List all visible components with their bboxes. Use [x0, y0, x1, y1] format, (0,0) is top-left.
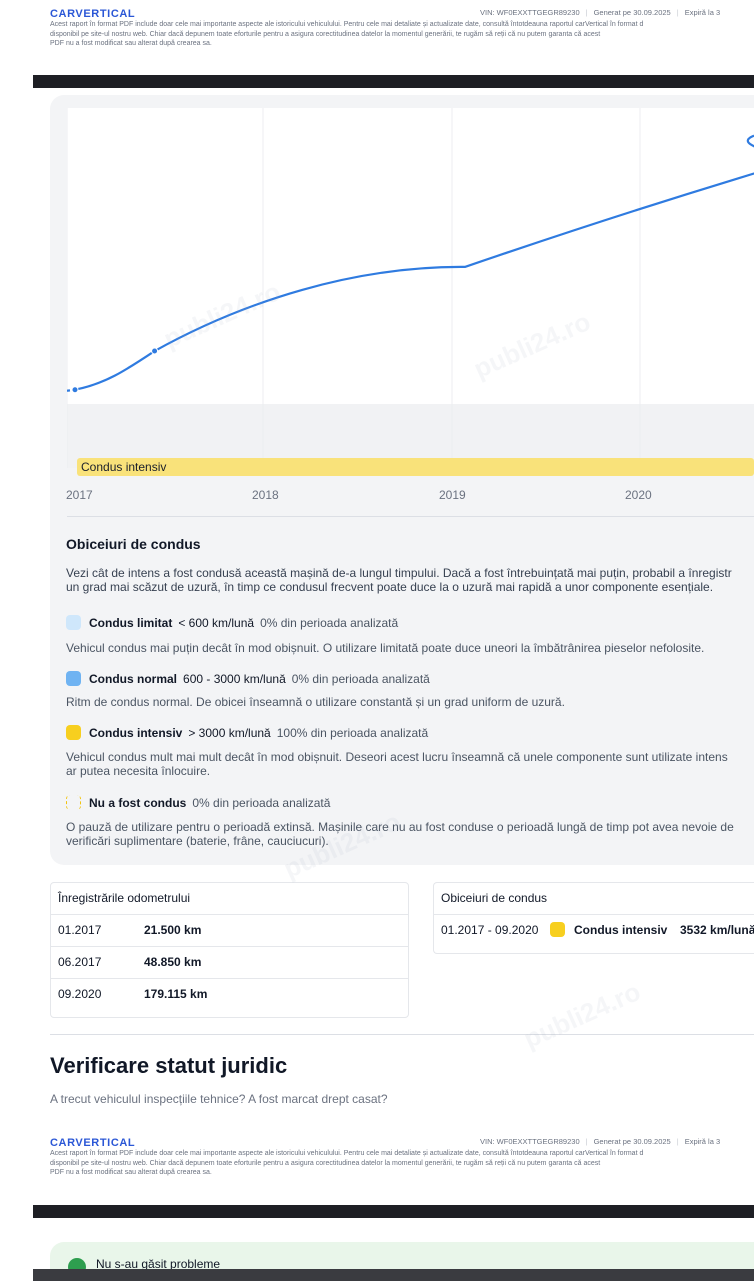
carvertical-logo: CARVERTICAL [50, 1137, 136, 1149]
not-driven-swatch [66, 795, 81, 810]
page-divider-bar [33, 1205, 754, 1218]
odometer-date: 01.2017 [58, 923, 102, 937]
habit-limited-desc: Vehicul condus mai puțin decât în mod ob… [66, 641, 754, 655]
normal-swatch [66, 671, 81, 686]
disclaimer-line-3: PDF nu a fost modificat sau alterat după… [50, 1169, 212, 1176]
desc-line-1: Vehicul condus mai puțin decât în mod ob… [66, 641, 705, 655]
disclaimer-line-1: Acest raport în format PDF include doar … [50, 1150, 644, 1157]
desc-line-2: verificări suplimentare (baterie, frâne,… [66, 834, 329, 848]
intensive-driving-band: Condus intensiv [77, 458, 754, 476]
mileage-line [74, 134, 754, 391]
desc-line-1: O pauză de utilizare pentru o perioadă e… [66, 820, 734, 834]
generated-date: Generat pe 30.09.2025 [593, 1137, 671, 1146]
habits-period: 01.2017 - 09.2020 [441, 923, 539, 937]
year-label-2020: 2020 [625, 488, 652, 502]
odometer-km: 179.115 km [144, 987, 208, 1001]
habit-intensive-desc: Vehicul condus mult mai mult decât în mo… [66, 750, 754, 778]
habits-table-title: Obiceiuri de condus [441, 891, 548, 905]
odometer-date: 09.2020 [58, 987, 102, 1001]
driving-habits-title: Obiceiuri de condus [66, 536, 201, 552]
odometer-row-divider [50, 978, 409, 979]
no-issues-text: Nu s-au găsit probleme [96, 1257, 221, 1271]
habit-not-driven-desc: O pauză de utilizare pentru o perioadă e… [66, 820, 754, 848]
intensive-band-label: Condus intensiv [81, 460, 167, 474]
habit-name: Condus intensiv [89, 725, 183, 740]
section-divider [67, 516, 754, 517]
habit-percent: 0% din perioada analizată [192, 795, 331, 810]
vin-text: VIN: WF0EXXTTGEGR89230 [480, 1137, 580, 1146]
habit-name: Condus limitat [89, 615, 173, 630]
desc-line-1: Ritm de condus normal. De obicei înseamn… [66, 695, 565, 709]
expiry-date: Expiră la 3 [684, 8, 721, 17]
expiry-date: Expiră la 3 [684, 1137, 721, 1146]
habit-range: 600 - 3000 km/lună [183, 671, 286, 686]
odometer-table [50, 882, 409, 1018]
page-divider-bar [33, 75, 754, 88]
section-divider-2 [50, 1034, 754, 1035]
legal-status-subtitle: A trecut vehiculul inspecțiile tehnice? … [50, 1092, 388, 1106]
pdf-header-top: CARVERTICAL VIN: WF0EXXTTGEGR89230 | Gener… [0, 8, 754, 49]
limited-swatch [66, 615, 81, 630]
habit-intensive: Condus intensiv > 3000 km/lună 100% din … [66, 725, 428, 740]
habit-range: < 600 km/lună [178, 615, 255, 630]
watermark: publi24.ro [519, 976, 645, 1055]
mileage-chart-svg [67, 108, 754, 468]
mileage-chart [67, 108, 754, 468]
intro-line-2: un grad mai scăzut de uzură, în timp ce … [66, 580, 714, 594]
habit-limited: Condus limitat < 600 km/lună 0% din peri… [66, 615, 398, 630]
habit-normal: Condus normal 600 - 3000 km/lună 0% din … [66, 671, 430, 686]
legal-status-title: Verificare statut juridic [50, 1053, 288, 1078]
intro-line-1: Vezi cât de intens a fost condusă aceast… [66, 566, 732, 580]
odometer-km: 21.500 km [144, 923, 202, 937]
habit-name: Nu a fost condus [89, 795, 187, 810]
carvertical-logo: CARVERTICAL [50, 8, 136, 20]
odometer-table-title: Înregistrările odometrului [58, 891, 191, 905]
year-label-2017: 2017 [66, 488, 93, 502]
pdf-header-bottom: CARVERTICAL VIN: WF0EXXTTGEGR89230 | Gener… [0, 1137, 754, 1178]
disclaimer-line-2: disponibil pe site-ul nostru web. Chiar … [50, 30, 601, 38]
data-point-06-2017 [151, 347, 159, 355]
habits-table-value: 3532 km/lună [680, 923, 754, 937]
generated-date: Generat pe 30.09.2025 [593, 8, 671, 17]
desc-line-1: Vehicul condus mult mai mult decât în mo… [66, 750, 728, 764]
odometer-row-divider [50, 914, 409, 915]
habit-not-driven: Nu a fost condus 0% din perioada analiza… [66, 795, 330, 810]
viewer-bottom-bar [33, 1269, 754, 1281]
habit-percent: 100% din perioada analizată [276, 725, 429, 740]
year-label-2019: 2019 [439, 488, 466, 502]
habits-table-swatch [550, 922, 565, 937]
habit-percent: 0% din perioada analizată [291, 671, 430, 686]
habits-row-divider [433, 914, 754, 915]
habits-table [433, 882, 754, 954]
habits-table-label: Condus intensiv [574, 923, 668, 937]
habit-normal-desc: Ritm de condus normal. De obicei înseamn… [66, 695, 754, 709]
year-label-2018: 2018 [252, 488, 279, 502]
report-meta: VIN: WF0EXXTTGEGR89230 | Generat pe 30.09.… [480, 8, 721, 17]
vin-text: VIN: WF0EXXTTGEGR89230 [480, 8, 580, 17]
data-point-01-2017 [71, 386, 79, 394]
habit-name: Condus normal [89, 671, 178, 686]
desc-line-2: ar putea necesita înlocuire. [66, 764, 211, 778]
disclaimer-line-3: PDF nu a fost modificat sau alterat după… [50, 40, 212, 47]
odometer-row-divider [50, 946, 409, 947]
habit-percent: 0% din perioada analizată [260, 615, 399, 630]
odometer-km: 48.850 km [144, 955, 202, 969]
report-meta: VIN: WF0EXXTTGEGR89230 | Generat pe 30.09.… [480, 1137, 721, 1146]
disclaimer-line-1: Acest raport în format PDF include doar … [50, 21, 644, 28]
disclaimer-line-2: disponibil pe site-ul nostru web. Chiar … [50, 1159, 601, 1167]
driving-habits-intro: Vezi cât de intens a fost condusă aceast… [66, 566, 754, 594]
habit-range: > 3000 km/lună [188, 725, 271, 740]
intensive-swatch [66, 725, 81, 740]
odometer-date: 06.2017 [58, 955, 102, 969]
